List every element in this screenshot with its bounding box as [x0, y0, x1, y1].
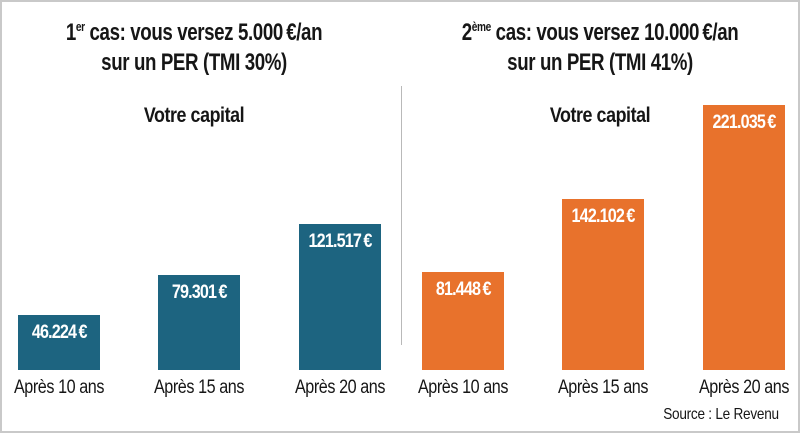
- bar-case2-apres-20-ans: 221.035 €: [703, 105, 785, 370]
- chart2-axis-label: Votre capital: [549, 104, 651, 127]
- chart1-axis-label: Votre capital: [143, 104, 245, 127]
- bar-group-case1-15ans: 79.301 € Après 15 ans: [139, 275, 259, 400]
- bar-case2-apres-10-ans: 81.448 €: [422, 272, 504, 370]
- bar-value-label: 142.102 €: [571, 206, 636, 227]
- chart2-title-line2: sur un PER (TMI 41%): [507, 49, 693, 76]
- category-label: Après 20 ans: [698, 377, 790, 398]
- category-label: Après 10 ans: [13, 377, 105, 398]
- chart2-title-text: cas: vous versez 10.000 €/an: [490, 19, 739, 46]
- bar-value-label: 221.035 €: [712, 112, 777, 133]
- category-label: Après 15 ans: [557, 377, 649, 398]
- category-label: Après 10 ans: [417, 377, 509, 398]
- chart1-title-ordinal-suffix: er: [75, 19, 85, 34]
- bar-group-case2-20ans: 221.035 € Après 20 ans: [684, 105, 798, 400]
- bar-group-case1-20ans: 121.517 € Après 20 ans: [280, 224, 400, 400]
- category-label: Après 20 ans: [294, 377, 386, 398]
- bar-value-label: 81.448 €: [435, 279, 492, 300]
- chart2-title: 2ème cas: vous versez 10.000 €/an sur un …: [455, 12, 745, 78]
- chart2-title-ordinal-suffix: ème: [471, 19, 492, 34]
- category-label: Après 15 ans: [153, 377, 245, 398]
- bar-case2-apres-15-ans: 142.102 €: [562, 199, 644, 370]
- bar-case1-apres-15-ans: 79.301 €: [158, 275, 240, 370]
- panel-divider: [401, 86, 402, 345]
- chart1-title-line2: sur un PER (TMI 30%): [101, 49, 287, 76]
- source-credit: Source : Le Revenu: [663, 406, 779, 423]
- bar-group-case2-15ans: 142.102 € Après 15 ans: [543, 199, 663, 400]
- bar-value-label: 79.301 €: [171, 282, 228, 303]
- bar-value-label: 121.517 €: [308, 231, 373, 252]
- bar-case1-apres-20-ans: 121.517 €: [299, 224, 381, 370]
- bar-group-case2-10ans: 81.448 € Après 10 ans: [403, 272, 523, 400]
- chart2-title-case-number: 2: [461, 19, 472, 46]
- chart1-title-text: cas: vous versez 5.000 €/an: [84, 19, 323, 46]
- bar-group-case1-10ans: 46.224 € Après 10 ans: [2, 315, 119, 400]
- chart1-title-case-number: 1: [65, 19, 76, 46]
- chart1-title: 1er cas: vous versez 5.000 €/an sur un PE…: [49, 12, 339, 78]
- bar-value-label: 46.224 €: [31, 322, 88, 343]
- bar-case1-apres-10-ans: 46.224 €: [18, 315, 100, 370]
